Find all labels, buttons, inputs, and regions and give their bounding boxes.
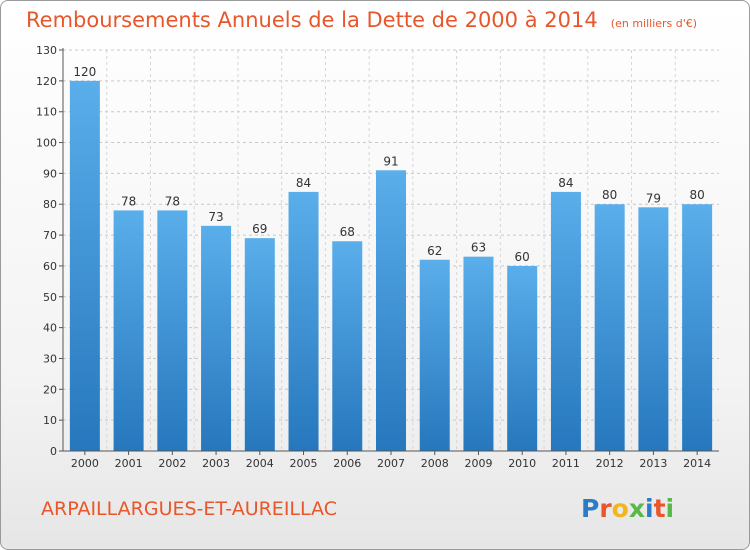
x-tick-label-2004: 2004 xyxy=(246,457,274,470)
bar-2008 xyxy=(419,259,450,451)
proxiti-logo: Proxiti xyxy=(581,494,674,523)
data-label-2012: 80 xyxy=(602,188,617,202)
data-label-2010: 60 xyxy=(515,250,530,264)
x-tick-label-2005: 2005 xyxy=(290,457,318,470)
data-label-2007: 91 xyxy=(383,154,398,168)
x-tick-label-2001: 2001 xyxy=(115,457,143,470)
data-label-2004: 69 xyxy=(252,222,267,236)
data-label-2002: 78 xyxy=(165,194,180,208)
y-tick-label: 130 xyxy=(36,44,57,57)
bar-2002 xyxy=(157,210,188,451)
chart-title: Remboursements Annuels de la Dette de 20… xyxy=(26,8,697,32)
commune-name: ARPAILLARGUES-ET-AUREILLAC xyxy=(41,498,337,520)
data-label-2006: 68 xyxy=(340,225,355,239)
data-label-2003: 73 xyxy=(208,210,223,224)
bars: 120 78 78 73 69 84 68 91 62 63 60 84 80 79 80 xyxy=(69,65,713,452)
bar-2014 xyxy=(682,204,713,451)
data-label-2005: 84 xyxy=(296,176,311,190)
x-tick-label-2013: 2013 xyxy=(639,457,667,470)
x-tick-label-2011: 2011 xyxy=(552,457,580,470)
y-tick-label: 10 xyxy=(43,414,57,427)
y-tick-label: 110 xyxy=(36,106,57,119)
bar-2011 xyxy=(550,191,581,451)
data-label-2009: 63 xyxy=(471,241,486,255)
bar-2001 xyxy=(113,210,144,451)
x-tick-label-2007: 2007 xyxy=(377,457,405,470)
data-label-2001: 78 xyxy=(121,194,136,208)
y-tick-label: 0 xyxy=(50,445,57,458)
x-tick-label-2006: 2006 xyxy=(333,457,361,470)
axes: 0 10 20 30 40 50 60 70 80 90 100 110 120 130 2000 2001 2… xyxy=(36,44,719,470)
x-tick-label-2009: 2009 xyxy=(464,457,492,470)
y-tick-label: 70 xyxy=(43,229,57,242)
x-tick-label-2002: 2002 xyxy=(158,457,186,470)
bar-2013 xyxy=(638,207,669,451)
bar-2010 xyxy=(507,265,538,451)
x-tick-label-2010: 2010 xyxy=(508,457,536,470)
data-label-2011: 84 xyxy=(558,176,573,190)
bar-2009 xyxy=(463,256,494,451)
y-tick-label: 100 xyxy=(36,137,57,150)
y-tick-label: 80 xyxy=(43,198,57,211)
data-label-2000: 120 xyxy=(73,65,96,79)
y-tick-label: 90 xyxy=(43,167,57,180)
bar-2005 xyxy=(288,191,319,451)
bar-2012 xyxy=(594,204,625,451)
chart-title-main: Remboursements Annuels de la Dette de 20… xyxy=(26,8,598,32)
y-tick-label: 20 xyxy=(43,383,57,396)
y-tick-label: 40 xyxy=(43,322,57,335)
data-label-2014: 80 xyxy=(689,188,704,202)
x-tick-label-2014: 2014 xyxy=(683,457,711,470)
y-tick-label: 120 xyxy=(36,75,57,88)
x-tick-label-2008: 2008 xyxy=(421,457,449,470)
bar-2000 xyxy=(69,80,100,451)
data-label-2008: 62 xyxy=(427,244,442,258)
x-tick-label-2000: 2000 xyxy=(71,457,99,470)
y-tick-label: 60 xyxy=(43,260,57,273)
chart-title-unit: (en milliers d'€) xyxy=(611,17,697,30)
bar-2003 xyxy=(201,225,232,451)
y-tick-label: 30 xyxy=(43,352,57,365)
x-tick-label-2012: 2012 xyxy=(596,457,624,470)
bar-2007 xyxy=(376,170,406,452)
data-label-2013: 79 xyxy=(646,191,661,205)
bar-2004 xyxy=(244,238,275,451)
y-tick-label: 50 xyxy=(43,291,57,304)
x-tick-label-2003: 2003 xyxy=(202,457,230,470)
bar-2006 xyxy=(332,241,363,451)
